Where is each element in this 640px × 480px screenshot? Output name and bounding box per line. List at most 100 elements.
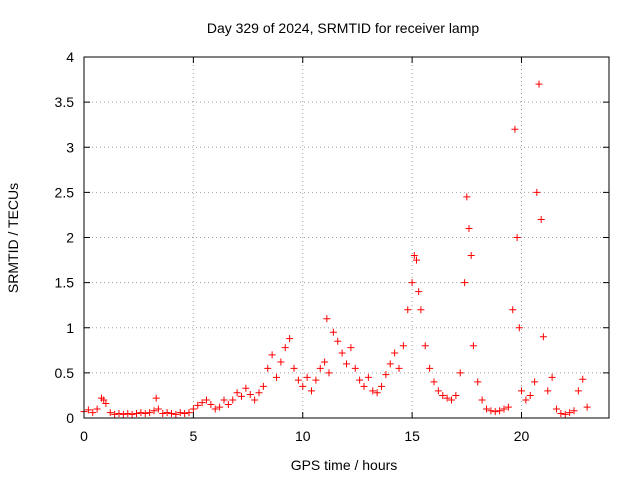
data-point [229,396,237,404]
data-point [141,409,149,417]
data-point [360,382,368,390]
data-point [124,409,132,417]
data-point [386,360,394,368]
y-tick-label: 2 [66,230,74,246]
data-point [176,409,184,417]
y-tick-label: 2.5 [55,184,75,200]
data-point [369,387,377,395]
data-point [566,409,574,417]
data-point [548,373,556,381]
data-point [491,408,499,416]
data-point [334,337,342,345]
y-tick-label: 1 [66,320,74,336]
data-point [316,364,324,372]
y-tick-label: 0 [66,410,74,426]
data-point [463,193,471,201]
data-point [557,409,565,417]
data-point [496,407,504,415]
data-point [115,409,123,417]
y-tick-label: 0.5 [55,365,75,381]
data-point [504,403,512,411]
data-point [163,409,171,417]
data-point [119,410,127,418]
data-point [443,394,451,402]
data-point [544,387,552,395]
data-point [356,376,364,384]
x-tick-label: 5 [189,428,197,444]
data-point [308,387,315,395]
data-point [382,371,390,379]
data-point [430,378,438,386]
data-point [373,389,381,397]
data-point [513,234,521,241]
x-tick-label: 15 [404,428,420,444]
data-point [500,405,508,413]
data-point [100,396,108,404]
data-point [224,400,232,408]
data-point [294,376,302,384]
data-point [150,407,158,415]
data-point [570,407,578,415]
data-point [216,403,224,411]
data-point [133,409,140,417]
data-point [152,394,160,402]
data-point [220,396,228,404]
data-point [469,342,477,350]
data-point [478,396,486,404]
y-tick-label: 1.5 [55,275,75,291]
data-point [395,364,403,372]
data-point [539,333,547,341]
data-point [233,389,241,397]
data-point [391,349,399,357]
data-point [238,392,245,400]
data-point [211,405,219,413]
data-point [399,342,407,350]
x-tick-label: 10 [295,428,311,444]
data-point [522,396,530,404]
data-point [526,391,534,399]
data-point [172,410,180,418]
data-point [533,188,541,196]
data-point [194,401,202,409]
data-point [426,364,434,372]
data-point [259,382,267,390]
data-point [561,410,569,418]
data-point [338,349,346,357]
data-point [474,378,482,386]
data-point [509,306,517,314]
data-point [154,405,162,413]
data-point [207,400,215,408]
data-point [312,376,320,384]
data-point [417,306,425,314]
data-point [159,409,167,417]
x-tick-labels: 0 5 10 15 20 [80,428,529,444]
data-point [299,382,307,390]
data-point [467,252,475,260]
chart-title: Day 329 of 2024, SRMTID for receiver lam… [207,20,480,36]
data-point [286,335,294,343]
y-tick-label: 4 [66,49,74,65]
data-point [465,224,473,232]
data-point [518,387,525,395]
data-point [102,400,110,408]
data-points [80,80,591,418]
data-point [487,407,495,415]
data-point [439,391,447,399]
axis-ticks [83,56,609,419]
y-tick-label: 3 [66,139,74,155]
data-point [290,364,298,372]
data-point [251,396,259,404]
x-tick-label: 0 [80,428,88,444]
data-point [137,409,145,417]
data-point [111,410,119,418]
data-point [531,378,539,386]
data-point [378,382,385,390]
data-point [189,405,197,413]
data-point [456,369,464,377]
data-point [515,324,523,332]
data-point [537,215,545,223]
data-point [246,391,254,399]
y-axis-label: SRMTID / TECUs [5,183,21,293]
data-point [329,328,337,336]
data-point [535,80,543,88]
